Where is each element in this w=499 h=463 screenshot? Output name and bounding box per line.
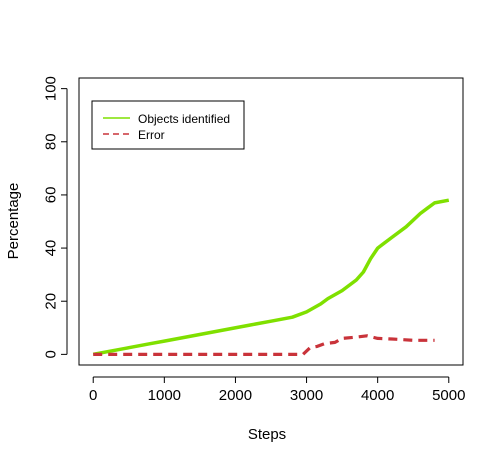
x-tick-label: 5000 (432, 387, 465, 404)
y-tick-label: 40 (43, 240, 60, 257)
legend: Objects identified Error (91, 100, 245, 150)
x-tick-label: 1000 (148, 387, 181, 404)
series-layer (92, 198, 450, 357)
y-tick-label: 80 (43, 133, 60, 150)
series-line-objects-identified (92, 198, 450, 357)
y-axis-label: Percentage (5, 183, 22, 260)
y-tick-label: 60 (43, 187, 60, 204)
legend-label-error: Error (138, 128, 165, 142)
x-axis-label: Steps (248, 426, 286, 443)
legend-label-objects-identified: Objects identified (138, 112, 230, 126)
plot-box (78, 77, 464, 366)
legend-box (91, 100, 245, 150)
series-line-error (93, 334, 435, 356)
x-axis: 0 1000 2000 3000 4000 5000 (89, 376, 465, 404)
y-tick-label: 100 (43, 76, 60, 101)
y-tick-label: 20 (43, 293, 60, 310)
x-tick-label: 3000 (290, 387, 323, 404)
y-axis: 0 20 40 60 80 100 (43, 76, 68, 359)
y-tick-label: 0 (43, 350, 60, 358)
x-tick-label: 4000 (361, 387, 394, 404)
x-tick-label: 0 (89, 387, 97, 404)
x-tick-label: 2000 (219, 387, 252, 404)
